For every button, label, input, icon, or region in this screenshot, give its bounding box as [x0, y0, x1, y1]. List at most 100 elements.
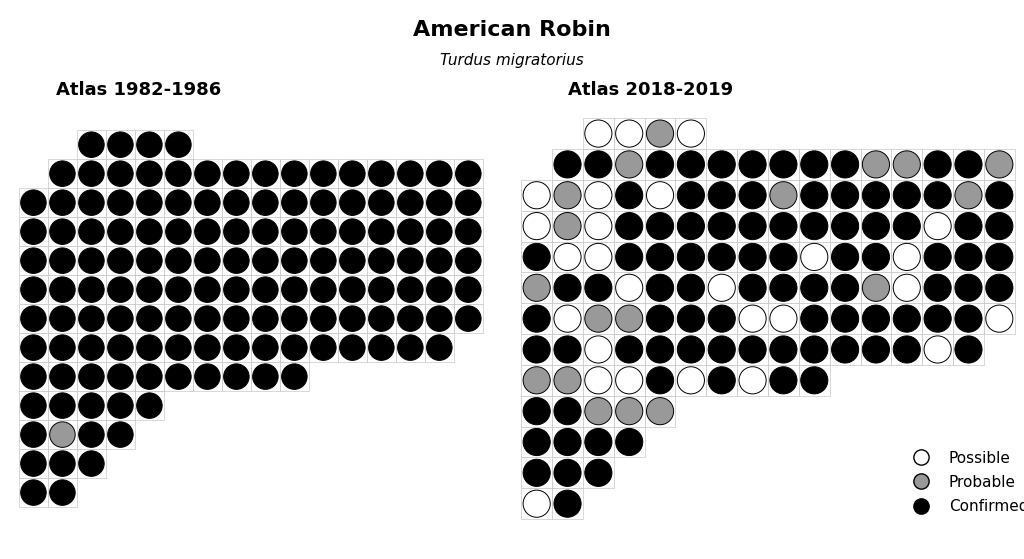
Bar	[923, 211, 953, 241]
Circle shape	[646, 182, 674, 209]
Circle shape	[253, 161, 279, 186]
Circle shape	[523, 212, 550, 240]
Bar	[164, 333, 193, 362]
Bar	[193, 362, 222, 391]
Bar	[521, 427, 552, 457]
Bar	[891, 149, 923, 180]
Bar	[953, 303, 984, 334]
Bar	[645, 396, 676, 427]
Circle shape	[369, 306, 394, 331]
Bar	[309, 188, 338, 217]
Circle shape	[166, 132, 191, 158]
Circle shape	[310, 190, 336, 215]
Circle shape	[739, 305, 766, 332]
Bar	[860, 303, 891, 334]
Bar	[676, 211, 707, 241]
Bar	[645, 334, 676, 365]
Circle shape	[646, 397, 674, 425]
Bar	[105, 333, 135, 362]
Circle shape	[20, 335, 46, 361]
Circle shape	[79, 364, 104, 390]
Bar	[454, 304, 483, 333]
Circle shape	[739, 336, 766, 363]
Bar	[48, 159, 77, 188]
Circle shape	[79, 306, 104, 331]
Circle shape	[585, 336, 612, 363]
Circle shape	[397, 161, 423, 186]
Circle shape	[282, 219, 307, 244]
Circle shape	[79, 190, 104, 215]
Bar	[737, 180, 768, 211]
Circle shape	[770, 182, 797, 209]
Bar	[799, 272, 829, 303]
Circle shape	[677, 120, 705, 147]
Bar	[707, 149, 737, 180]
Bar	[48, 478, 77, 507]
Bar	[48, 188, 77, 217]
Bar	[799, 180, 829, 211]
Circle shape	[831, 336, 859, 363]
Circle shape	[282, 306, 307, 331]
Bar	[367, 159, 396, 188]
Bar	[768, 241, 799, 272]
Circle shape	[166, 190, 191, 215]
Circle shape	[739, 367, 766, 394]
Bar	[923, 149, 953, 180]
Bar	[645, 365, 676, 396]
Circle shape	[282, 190, 307, 215]
Bar	[737, 241, 768, 272]
Circle shape	[739, 274, 766, 301]
Circle shape	[50, 422, 75, 447]
Bar	[737, 211, 768, 241]
Bar	[77, 391, 105, 420]
Circle shape	[554, 428, 581, 456]
Bar	[923, 303, 953, 334]
Bar	[923, 241, 953, 272]
Circle shape	[709, 212, 735, 240]
Circle shape	[585, 428, 612, 456]
Bar	[396, 333, 425, 362]
Bar	[105, 275, 135, 304]
Bar	[799, 211, 829, 241]
Bar	[222, 159, 251, 188]
Circle shape	[50, 277, 75, 302]
Bar	[164, 217, 193, 246]
Bar	[77, 159, 105, 188]
Circle shape	[709, 243, 735, 271]
Circle shape	[585, 243, 612, 271]
Bar	[799, 334, 829, 365]
Bar	[222, 362, 251, 391]
Bar	[193, 333, 222, 362]
Circle shape	[709, 305, 735, 332]
Circle shape	[108, 219, 133, 244]
Bar	[396, 217, 425, 246]
Circle shape	[554, 367, 581, 394]
Bar	[552, 180, 583, 211]
Circle shape	[166, 219, 191, 244]
Bar	[984, 241, 1015, 272]
Circle shape	[50, 190, 75, 215]
Circle shape	[831, 305, 859, 332]
Bar	[583, 303, 613, 334]
Circle shape	[831, 212, 859, 240]
Bar	[77, 275, 105, 304]
Bar	[583, 180, 613, 211]
Text: Turdus migratorius: Turdus migratorius	[440, 53, 584, 68]
Bar	[984, 180, 1015, 211]
Bar	[645, 180, 676, 211]
Bar	[396, 188, 425, 217]
Circle shape	[831, 243, 859, 271]
Circle shape	[924, 151, 951, 178]
Circle shape	[369, 277, 394, 302]
Circle shape	[282, 364, 307, 390]
Circle shape	[397, 219, 423, 244]
Circle shape	[195, 190, 220, 215]
Bar	[583, 211, 613, 241]
Circle shape	[397, 190, 423, 215]
Circle shape	[677, 151, 705, 178]
Circle shape	[615, 212, 643, 240]
Circle shape	[253, 219, 279, 244]
Bar	[953, 211, 984, 241]
Circle shape	[282, 161, 307, 186]
Circle shape	[223, 306, 249, 331]
